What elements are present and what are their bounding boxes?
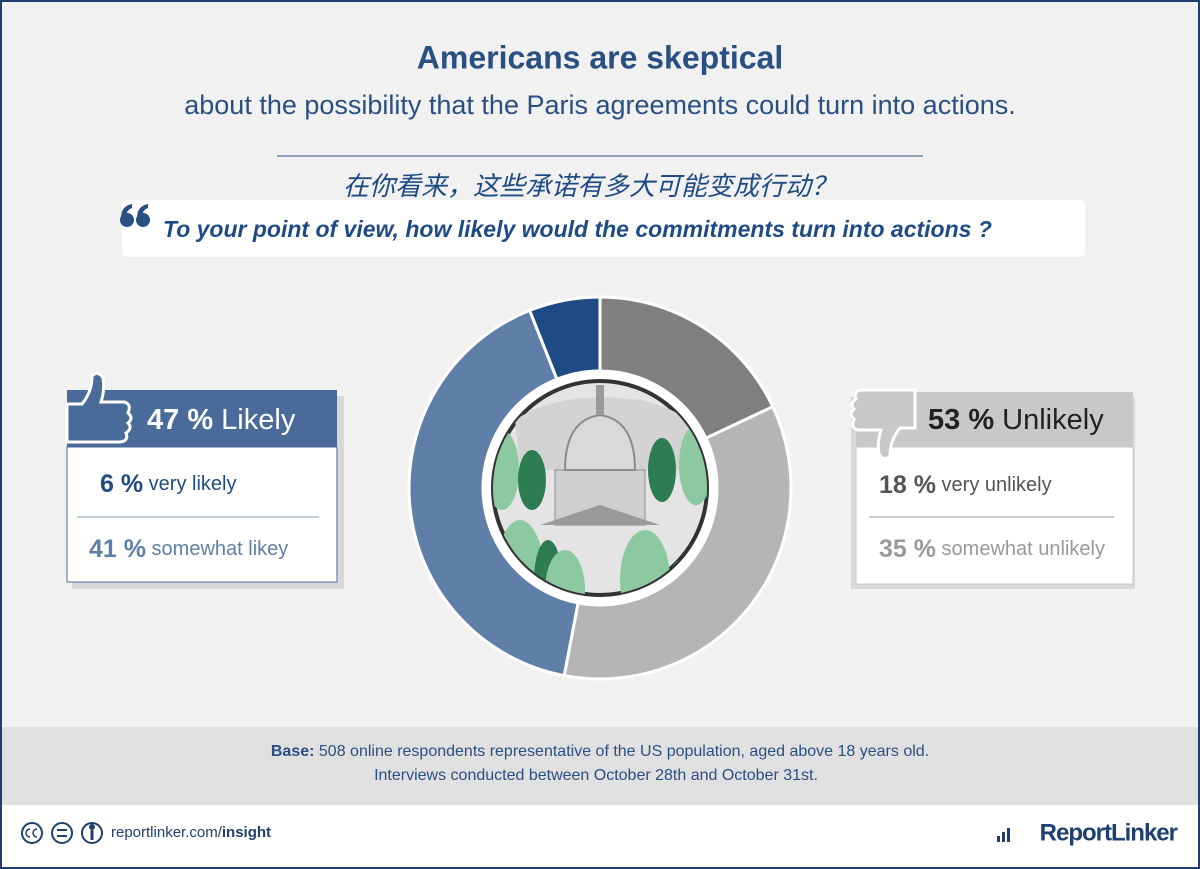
brand-logo xyxy=(997,828,1010,842)
question-chinese: 在你看来，这些承诺有多大可能变成行动？ xyxy=(343,172,837,202)
row: 41 % somewhat likey xyxy=(89,535,288,563)
unlikely-total: 53 % xyxy=(928,404,994,436)
unlikely-box xyxy=(855,446,1134,585)
row: 18 % very unlikely xyxy=(879,471,1052,499)
value-label: 6 % xyxy=(100,470,143,498)
subtitle: about the possibility that the Paris agr… xyxy=(184,90,1015,120)
footnote-text2: Interviews conducted between October 28t… xyxy=(374,767,818,784)
capitol-illustration xyxy=(483,371,717,605)
site-bold: insight xyxy=(222,824,271,841)
likely-box xyxy=(66,446,338,583)
title: Americans are skeptical xyxy=(417,39,783,75)
question-box xyxy=(122,200,1085,257)
brand: ReportLinker xyxy=(1040,819,1178,846)
row: 35 % somewhat unlikely xyxy=(879,535,1105,563)
license-icons xyxy=(21,822,103,844)
likely-name: Likely xyxy=(221,404,296,436)
question: To your point of view, how likely would … xyxy=(163,216,992,242)
donut-segment xyxy=(527,295,602,382)
category-label: very unlikely xyxy=(942,474,1052,496)
donut-segment xyxy=(562,404,793,681)
site: reportlinker.com/ xyxy=(111,824,223,841)
category-label: somewhat likey xyxy=(152,538,289,560)
likely-total: 47 % xyxy=(147,404,213,436)
thumb-up-icon xyxy=(65,371,133,444)
footnote-band xyxy=(0,727,1200,805)
category-label: somewhat unlikely xyxy=(942,538,1105,560)
footer-site: reportlinker.com/insight xyxy=(111,824,271,841)
value-label: 41 % xyxy=(89,535,146,563)
donut xyxy=(407,295,793,681)
likely-header-text: 47 % Likely xyxy=(147,404,296,436)
thumb-down-icon xyxy=(849,388,917,461)
unlikely-name: Unlikely xyxy=(1002,404,1104,436)
footnote: Base: 508 online respondents representat… xyxy=(271,743,929,760)
footnote-label: Base: xyxy=(271,743,315,760)
row: 6 % very likely xyxy=(100,470,236,498)
value-label: 35 % xyxy=(879,535,936,563)
footnote-text: 508 online respondents representative of… xyxy=(319,743,929,760)
value-label: 18 % xyxy=(879,471,936,499)
category-label: very likely xyxy=(149,473,237,495)
unlikely-header-text: 53 % Unlikely xyxy=(928,404,1104,436)
quote-icon xyxy=(120,204,150,227)
